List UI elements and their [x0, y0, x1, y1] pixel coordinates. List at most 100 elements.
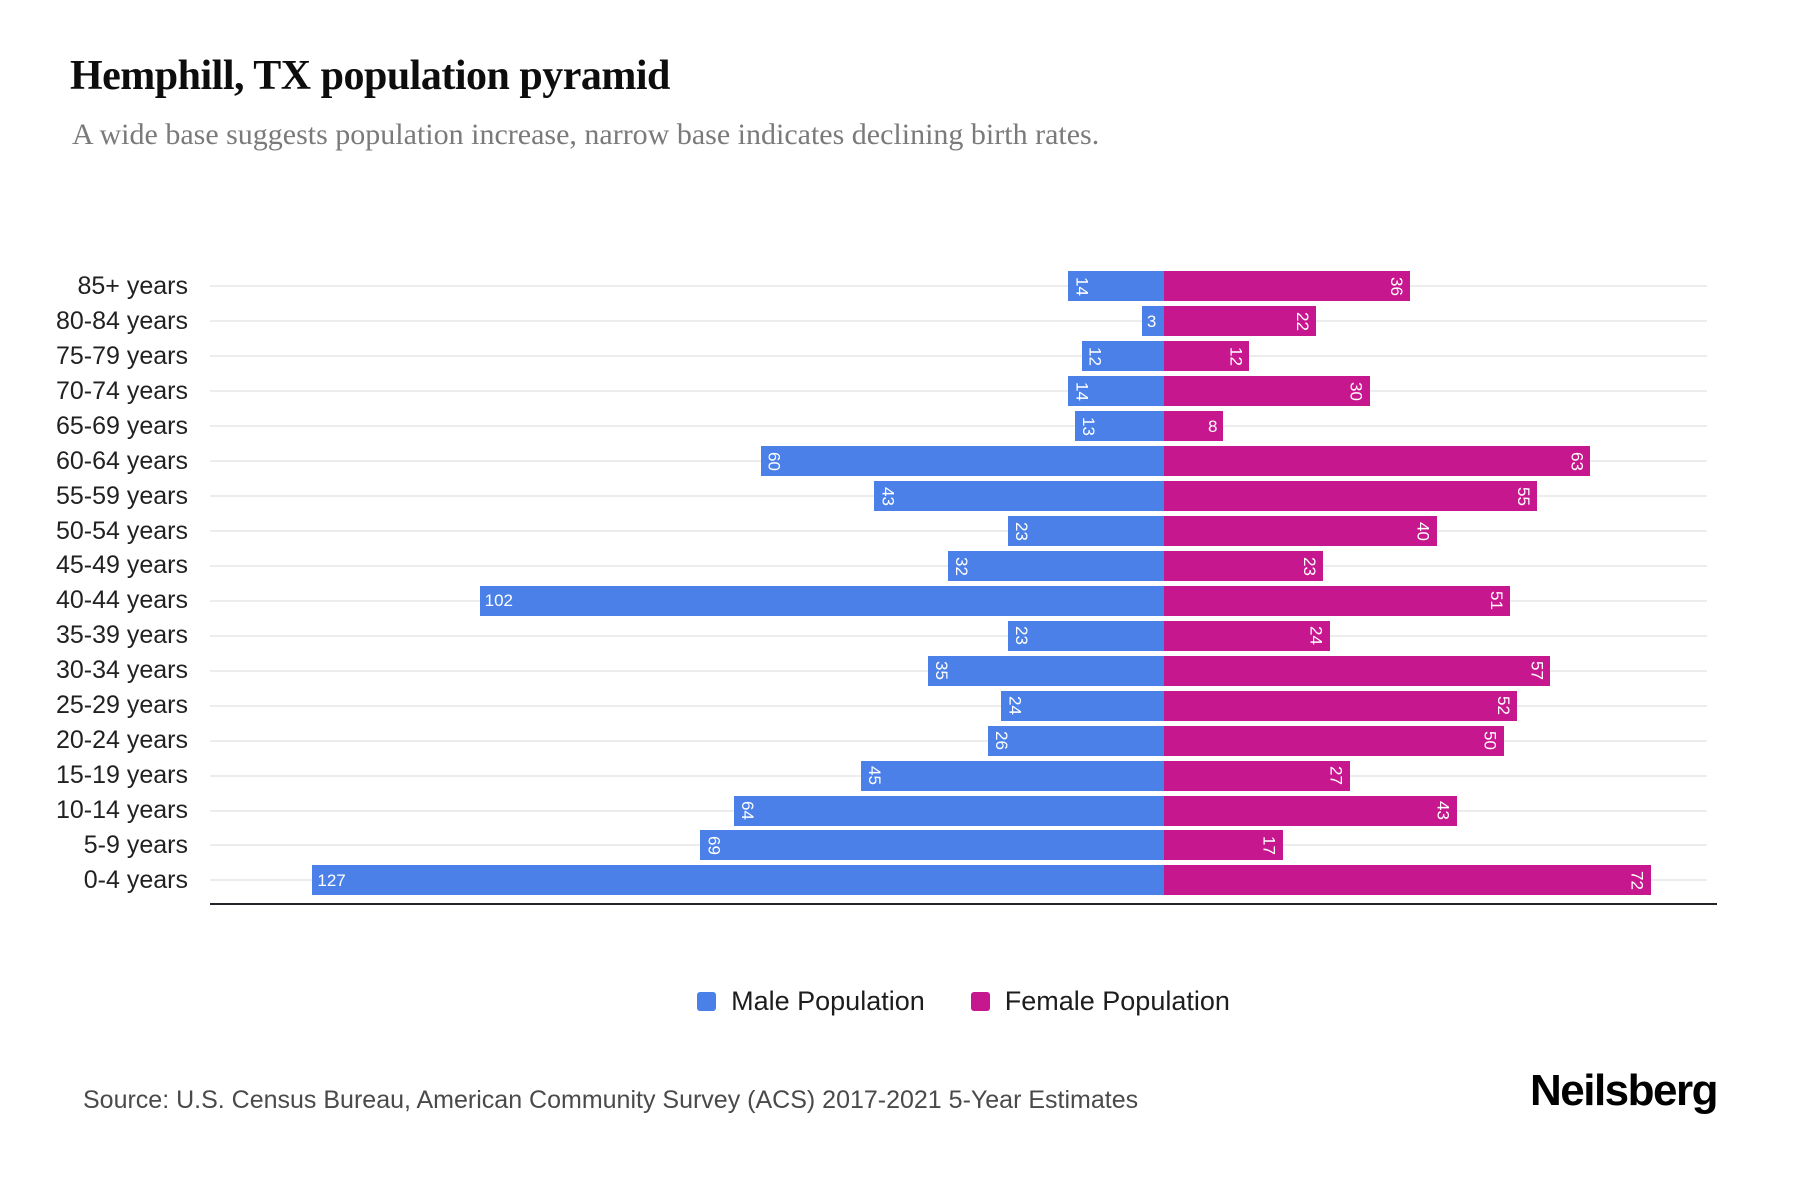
female-bar[interactable]: 50 [1164, 725, 1504, 756]
male-bar[interactable]: 43 [874, 481, 1167, 512]
male-bar[interactable]: 69 [700, 830, 1167, 861]
legend-item-male[interactable]: Male Population [697, 988, 925, 1015]
female-bar[interactable]: 8 [1164, 411, 1223, 442]
male-bar[interactable]: 3 [1141, 306, 1167, 337]
male-bar[interactable]: 12 [1081, 341, 1167, 372]
male-bar[interactable]: 45 [860, 760, 1167, 791]
age-group-label: 0-4 years [83, 865, 188, 894]
bar-value-label: 24 [1306, 626, 1326, 646]
male-legend-swatch-icon [697, 992, 717, 1011]
female-bar[interactable]: 12 [1164, 341, 1250, 372]
bar-area: 69 17 [210, 828, 1717, 863]
female-bar[interactable]: 30 [1164, 376, 1370, 407]
bar-value-label: 40 [1413, 521, 1433, 541]
age-group-label: 35-39 years [55, 621, 188, 650]
male-bar[interactable]: 32 [947, 550, 1167, 581]
bar-value-label: 12 [1085, 346, 1105, 366]
bar-value-label: 52 [1493, 696, 1513, 716]
female-bar[interactable]: 36 [1164, 271, 1410, 302]
pyramid-row: 5-9 years 69 17 [0, 828, 1800, 863]
female-bar[interactable]: 72 [1164, 865, 1651, 896]
female-bar[interactable]: 57 [1164, 655, 1551, 686]
legend-item-female[interactable]: Female Population [970, 986, 1230, 1016]
chart-legend: Male Population Female Population [210, 988, 1717, 1015]
bar-area: 23 24 [210, 618, 1717, 653]
legend-label: Female Population [1004, 986, 1230, 1016]
pyramid-row: 70-74 years 14 30 [0, 374, 1800, 409]
bar-area: 127 72 [210, 863, 1717, 898]
pyramid-row: 35-39 years 23 24 [0, 618, 1800, 653]
bar-value-label: 60 [764, 451, 784, 471]
bar-value-label: 127 [317, 870, 346, 890]
pyramid-row: 65-69 years 13 8 [0, 409, 1800, 444]
bar-value-label: 36 [1386, 277, 1406, 296]
bar-value-label: 17 [1259, 836, 1279, 855]
pyramid-row: 40-44 years 102 51 [0, 583, 1800, 618]
bar-value-label: 43 [878, 486, 898, 506]
age-group-label: 10-14 years [55, 796, 188, 825]
bar-area: 32 23 [210, 549, 1717, 584]
bar-value-label: 23 [1012, 626, 1032, 646]
male-bar[interactable]: 60 [760, 446, 1167, 477]
bar-value-label: 69 [704, 836, 724, 855]
male-bar[interactable]: 23 [1008, 516, 1167, 547]
bar-value-label: 72 [1627, 870, 1647, 890]
page-title: Hemphill, TX population pyramid [70, 53, 670, 99]
male-bar[interactable]: 23 [1008, 620, 1167, 651]
bar-value-label: 22 [1293, 311, 1313, 331]
bar-value-label: 3 [1146, 311, 1157, 331]
female-bar[interactable]: 27 [1164, 760, 1350, 791]
bar-value-label: 24 [1005, 696, 1025, 716]
female-bar[interactable]: 43 [1164, 795, 1457, 826]
pyramid-row: 10-14 years 64 43 [0, 793, 1800, 828]
male-bar[interactable]: 35 [927, 655, 1167, 686]
legend-label: Male Population [731, 986, 925, 1016]
female-bar[interactable]: 52 [1164, 690, 1517, 721]
age-group-label: 20-24 years [55, 726, 188, 755]
age-group-label: 5-9 years [83, 830, 188, 859]
bar-value-label: 51 [1487, 591, 1507, 611]
bar-value-label: 57 [1527, 661, 1547, 681]
bar-area: 102 51 [210, 583, 1717, 618]
male-bar[interactable]: 26 [988, 725, 1167, 756]
bar-value-label: 32 [951, 556, 971, 576]
pyramid-row: 15-19 years 45 27 [0, 758, 1800, 793]
bar-value-label: 14 [1072, 381, 1092, 401]
male-bar[interactable]: 14 [1068, 271, 1167, 302]
age-group-label: 80-84 years [55, 306, 188, 335]
pyramid-row: 85+ years 14 36 [0, 269, 1800, 304]
male-bar[interactable]: 13 [1075, 411, 1167, 442]
bar-area: 23 40 [210, 514, 1717, 549]
female-bar[interactable]: 23 [1164, 550, 1323, 581]
male-bar[interactable]: 127 [312, 865, 1167, 896]
age-group-label: 65-69 years [55, 411, 188, 440]
female-bar[interactable]: 55 [1164, 481, 1537, 512]
male-bar[interactable]: 102 [479, 585, 1167, 616]
bar-value-label: 12 [1226, 346, 1246, 366]
female-bar[interactable]: 63 [1164, 446, 1591, 477]
female-bar[interactable]: 40 [1164, 516, 1437, 547]
age-group-label: 70-74 years [55, 376, 188, 405]
bar-area: 43 55 [210, 479, 1717, 514]
bar-value-label: 23 [1299, 556, 1319, 576]
neilsberg-logo[interactable]: Neilsberg [1529, 1066, 1719, 1115]
age-group-label: 40-44 years [55, 586, 188, 615]
bar-value-label: 14 [1072, 277, 1092, 296]
female-bar[interactable]: 17 [1164, 830, 1283, 861]
female-bar[interactable]: 24 [1164, 620, 1330, 651]
bar-area: 3 22 [210, 304, 1717, 339]
source-attribution: Source: U.S. Census Bureau, American Com… [83, 1086, 1139, 1114]
bar-area: 14 30 [210, 374, 1717, 409]
bar-area: 26 50 [210, 723, 1717, 758]
bar-value-label: 13 [1079, 416, 1099, 436]
male-bar[interactable]: 14 [1068, 376, 1167, 407]
bar-value-label: 35 [931, 661, 951, 681]
male-bar[interactable]: 24 [1001, 690, 1167, 721]
female-bar[interactable]: 51 [1164, 585, 1511, 616]
bar-area: 12 12 [210, 339, 1717, 374]
male-bar[interactable]: 64 [733, 795, 1167, 826]
pyramid-row: 55-59 years 43 55 [0, 479, 1800, 514]
bar-area: 35 57 [210, 653, 1717, 688]
female-bar[interactable]: 22 [1164, 306, 1317, 337]
